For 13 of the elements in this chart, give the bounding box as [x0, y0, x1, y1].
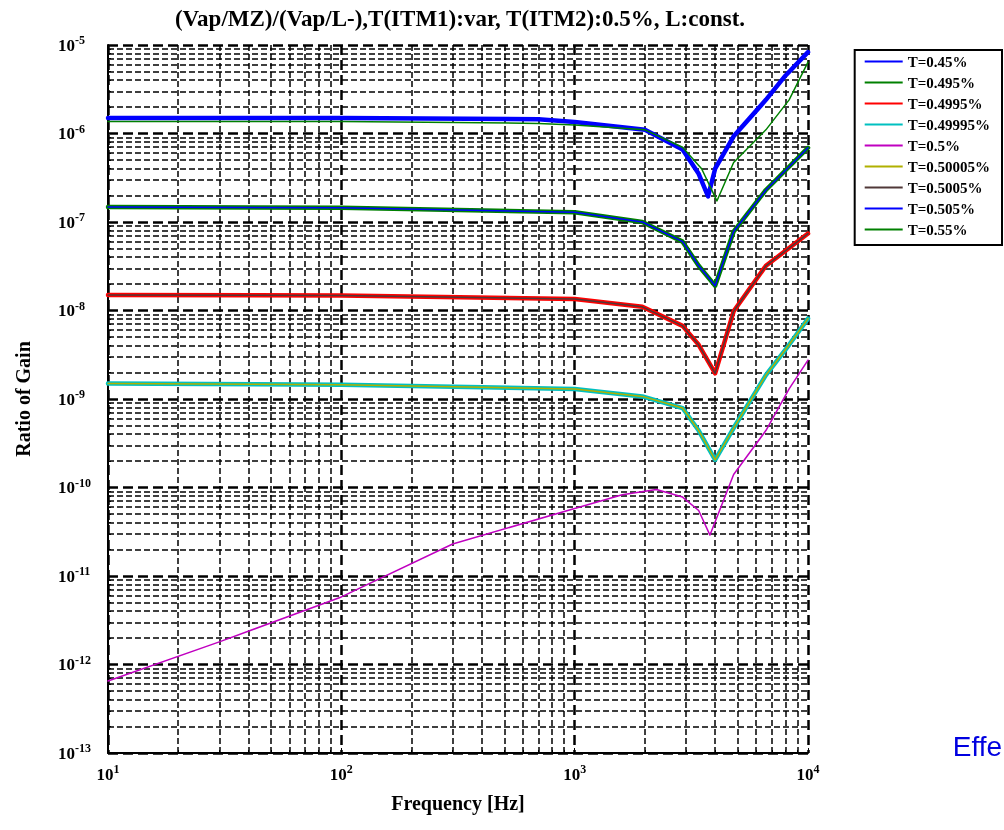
- legend-label: T=0.50005%: [907, 158, 991, 175]
- legend-label: T=0.49995%: [907, 116, 991, 133]
- legend-label: T=0.45%: [907, 53, 968, 70]
- chart-title: (Vap/MZ)/(Vap/L-),T(ITM1):var, T(ITM2):0.5%, L:const.: [174, 6, 746, 31]
- legend-label: T=0.4995%: [907, 95, 983, 112]
- x-axis-title: Frequency [Hz]: [391, 792, 525, 815]
- legend-label: T=0.55%: [907, 221, 968, 238]
- legend-label: T=0.495%: [907, 74, 976, 91]
- y-axis-title: Ratio of Gain: [12, 341, 34, 457]
- text: Effe: [952, 730, 1003, 762]
- legend-label: T=0.5005%: [907, 179, 983, 196]
- legend-label: T=0.5%: [907, 137, 961, 154]
- legend-label: T=0.505%: [907, 200, 976, 217]
